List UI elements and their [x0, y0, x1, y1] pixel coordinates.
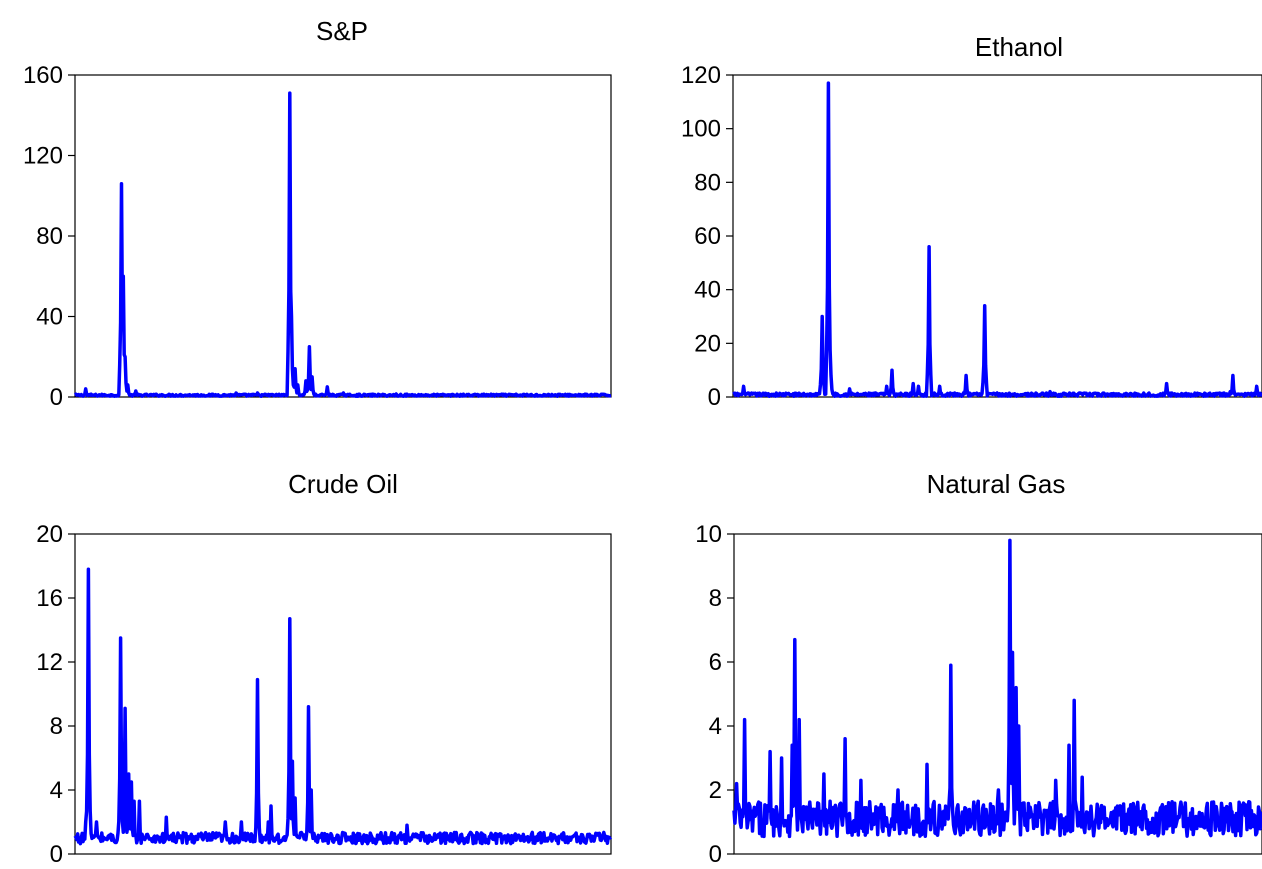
y-axis-ticks: 0 40 80 120 160: [23, 62, 75, 411]
y-tick-label: 20: [694, 330, 721, 357]
series-line: [732, 81, 1262, 398]
y-tick-label: 12: [36, 649, 63, 676]
series-line: [732, 538, 1262, 839]
y-tick-label: 80: [36, 223, 63, 250]
chart-crude-oil: Crude Oil 0 4 8 12 16 20: [0, 432, 631, 869]
y-tick-label: 0: [709, 841, 722, 868]
y-tick-label: 120: [23, 143, 63, 170]
y-axis-ticks: 0 2 4 6 8 10: [695, 521, 734, 868]
y-tick-label: 60: [694, 223, 721, 250]
y-tick-label: 0: [50, 384, 63, 411]
chart-title: S&P: [316, 16, 368, 46]
series-line: [73, 567, 613, 846]
y-tick-label: 40: [36, 304, 63, 331]
y-tick-label: 8: [709, 585, 722, 612]
y-tick-label: 0: [50, 841, 63, 868]
y-tick-label: 100: [681, 116, 721, 143]
y-tick-label: 4: [709, 713, 722, 740]
y-tick-label: 40: [694, 277, 721, 304]
y-tick-label: 8: [50, 713, 63, 740]
y-tick-label: 120: [681, 62, 721, 89]
y-tick-label: 16: [36, 585, 63, 612]
chart-natural-gas: Natural Gas 0 2 4 6 8 10: [631, 432, 1262, 869]
plot-frame: [733, 533, 1262, 855]
series-line: [73, 91, 612, 398]
chart-ethanol: Ethanol 0 20 40 60 80 100 120: [631, 0, 1262, 437]
y-axis-ticks: 0 4 8 12 16 20: [36, 521, 75, 868]
y-axis-ticks: 0 20 40 60 80 100 120: [681, 62, 733, 411]
chart-ethanol-svg: Ethanol 0 20 40 60 80 100 120: [681, 32, 1262, 411]
chart-natural-gas-svg: Natural Gas 0 2 4 6 8 10: [695, 469, 1262, 868]
chart-sp-svg: S&P 0 40 80 120 160: [23, 16, 612, 411]
y-tick-label: 160: [23, 62, 63, 89]
y-tick-label: 80: [694, 169, 721, 196]
plot-frame: [732, 74, 1262, 398]
chart-crude-oil-svg: Crude Oil 0 4 8 12 16 20: [36, 469, 613, 868]
y-tick-label: 6: [709, 649, 722, 676]
y-tick-label: 2: [709, 777, 722, 804]
plot-frame: [74, 74, 612, 398]
chart-sp: S&P 0 40 80 120 160: [0, 0, 631, 437]
y-tick-label: 4: [50, 777, 63, 804]
y-tick-label: 10: [695, 521, 722, 548]
plot-frame: [74, 533, 612, 855]
y-tick-label: 20: [36, 521, 63, 548]
y-tick-label: 0: [708, 384, 721, 411]
chart-title: Ethanol: [975, 32, 1063, 62]
chart-title: Natural Gas: [927, 469, 1066, 499]
chart-title: Crude Oil: [288, 469, 398, 499]
